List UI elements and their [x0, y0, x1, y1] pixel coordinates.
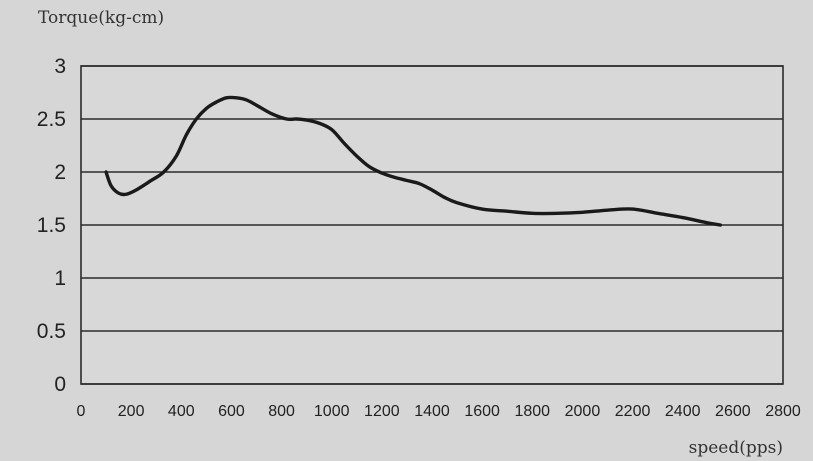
x-tick-label: 2200 — [615, 403, 651, 420]
torque-series-line — [104, 95, 723, 227]
x-tick-labels: 0 200 400 600 800 1000 1200 1400 1600 1800 2000 220… — [77, 403, 801, 420]
grid — [80, 65, 784, 385]
x-tick-label: 0 — [77, 403, 86, 420]
y-tick-label: 1.5 — [37, 214, 66, 237]
series-layer — [104, 95, 723, 227]
x-tick-label: 400 — [168, 403, 195, 420]
x-tick-label: 1800 — [514, 403, 550, 420]
x-tick-label: 800 — [268, 403, 295, 420]
x-tick-label: 2000 — [565, 403, 601, 420]
y-tick-labels: 0 0.5 1 1.5 2 2.5 3 — [37, 55, 66, 396]
y-tick-label: 2.5 — [37, 108, 66, 131]
y-axis-label: Torque(kg-cm) — [38, 8, 164, 28]
x-tick-label: 200 — [118, 403, 145, 420]
x-tick-label: 1000 — [314, 403, 350, 420]
x-tick-label: 1200 — [364, 403, 400, 420]
x-tick-label: 2400 — [665, 403, 701, 420]
y-tick-label: 1 — [54, 267, 66, 290]
x-axis-label: speed(pps) — [689, 438, 783, 458]
y-tick-label: 3 — [54, 55, 66, 78]
x-tick-label: 2800 — [765, 403, 801, 420]
x-tick-label: 2600 — [715, 403, 751, 420]
x-tick-label: 600 — [218, 403, 245, 420]
y-tick-label: 0.5 — [37, 320, 66, 343]
y-tick-label: 2 — [54, 161, 66, 184]
x-tick-label: 1400 — [414, 403, 450, 420]
y-tick-label: 0 — [54, 373, 66, 396]
x-tick-label: 1600 — [464, 403, 500, 420]
